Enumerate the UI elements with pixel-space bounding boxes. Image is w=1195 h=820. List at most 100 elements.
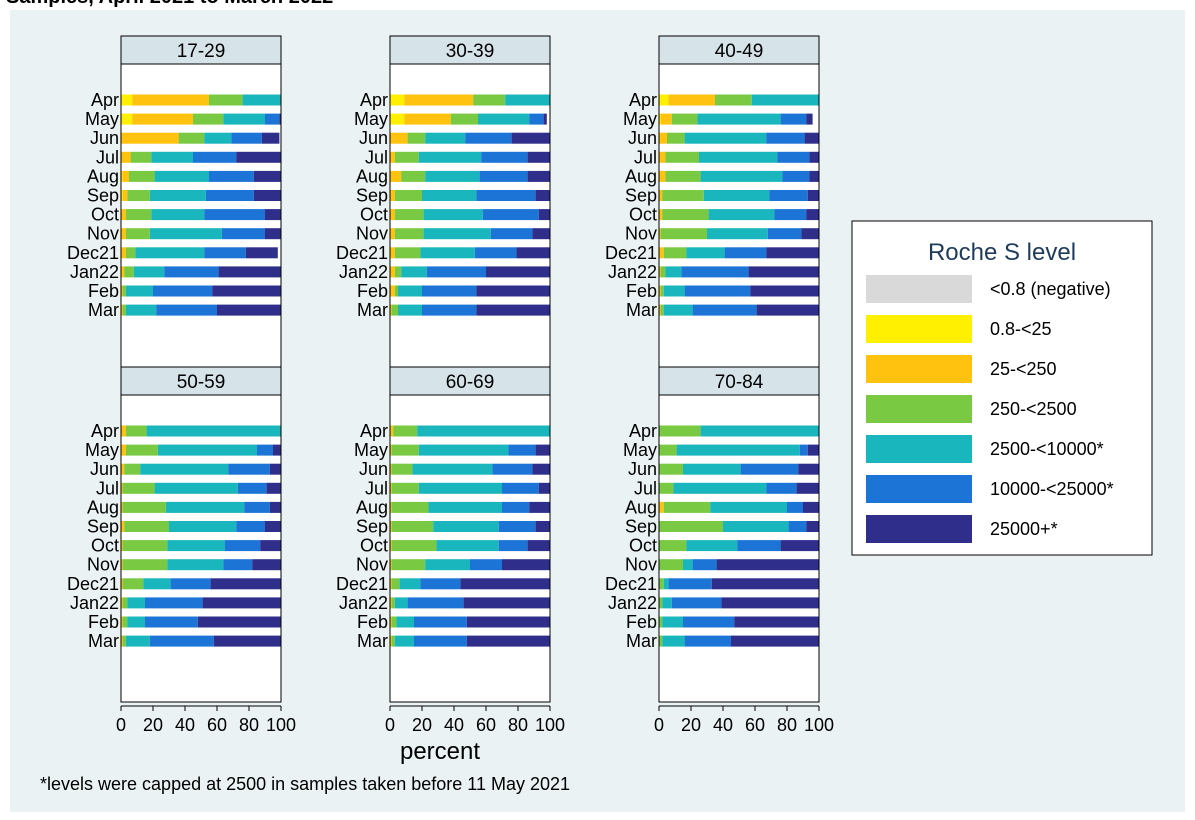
bar-segment	[422, 285, 477, 297]
legend-box	[851, 220, 1153, 556]
bar-segment	[502, 559, 550, 571]
bar-segment	[659, 635, 663, 647]
panel-plot-border	[658, 394, 820, 703]
category-label: Jan22	[70, 593, 119, 613]
bar-segment	[692, 559, 717, 571]
bar-segment	[121, 190, 123, 201]
bar-segment	[193, 113, 224, 125]
bar-segment	[390, 540, 392, 552]
category-label: May	[623, 109, 657, 129]
bar-segment	[121, 425, 126, 437]
bar-segment	[659, 247, 664, 259]
bar-segment	[660, 113, 672, 125]
bar-segment	[122, 597, 128, 609]
bar-segment	[407, 132, 426, 144]
bar-segment	[516, 247, 550, 259]
category-label: May	[354, 109, 388, 129]
category-label: Jul	[365, 147, 388, 167]
bar-segment	[121, 247, 126, 259]
bar-segment	[390, 132, 408, 144]
bar-segment	[423, 209, 483, 221]
x-tick-label: 40	[713, 715, 733, 735]
panel-header-bg	[658, 366, 820, 396]
bar-segment	[809, 151, 819, 163]
x-tick-label: 60	[207, 715, 227, 735]
panel-17-29: 17-29 AprMayJunJulAugSepOctNovDec21Jan22F…	[67, 35, 282, 371]
bar-segment	[391, 463, 413, 475]
x-tick-label: 100	[535, 715, 565, 735]
bar-segment	[129, 170, 155, 182]
x-tick-label: 40	[175, 715, 195, 735]
bar-segment	[245, 247, 278, 259]
panel-title: 70-84	[715, 372, 764, 393]
bar-segment	[260, 540, 281, 552]
bar-segment	[806, 113, 813, 125]
bar-segment	[659, 597, 663, 609]
bar-segment	[788, 521, 807, 532]
bar-segment	[766, 482, 797, 494]
bar-segment	[809, 170, 819, 182]
bar-segment	[390, 463, 392, 475]
bar-segment	[122, 482, 155, 494]
bar-segment	[470, 559, 502, 571]
bar-segment	[532, 463, 550, 475]
bar-segment	[498, 521, 536, 532]
category-label: Apr	[360, 90, 388, 110]
bar-segment	[273, 444, 281, 456]
bar-segment	[414, 616, 467, 628]
bar-segment	[478, 113, 530, 125]
bar-segment	[125, 304, 157, 316]
bar-segment	[404, 113, 451, 125]
category-label: Jul	[96, 478, 119, 498]
panel-header-bg	[120, 35, 282, 65]
bar-segment	[803, 501, 819, 513]
legend-label: <0.8 (negative)	[990, 279, 1111, 299]
bar-segment	[390, 578, 392, 590]
bar-segment	[193, 151, 237, 163]
category-label: Nov	[87, 555, 119, 575]
bar-segment	[724, 247, 767, 259]
bar-segment	[228, 463, 270, 475]
bar-segment	[676, 444, 800, 456]
bar-segment	[418, 444, 509, 456]
category-label: Jan22	[339, 262, 388, 282]
bar-segment	[482, 209, 539, 221]
bar-segment	[710, 501, 787, 513]
bar-segment	[766, 247, 819, 259]
bar-segment	[390, 247, 395, 259]
bar-segment	[502, 501, 530, 513]
bar-segment	[390, 304, 392, 316]
bar-segment	[143, 578, 171, 590]
category-label: Jun	[359, 459, 388, 479]
bar-segment	[476, 190, 536, 201]
bar-segment	[465, 132, 512, 144]
bar-segment	[265, 228, 281, 240]
bar-segment	[390, 521, 392, 532]
category-label: Nov	[625, 555, 657, 575]
bar-segment	[671, 113, 698, 125]
category-label: Aug	[356, 497, 388, 517]
category-label: Apr	[360, 421, 388, 441]
bar-segment	[407, 597, 464, 609]
legend: Roche S level <0.8 (negative) 0.8-<25 25-<2…	[851, 220, 1153, 556]
category-label: Jun	[628, 459, 657, 479]
legend-label: 2500-<10000*	[990, 439, 1104, 459]
bar-segment	[390, 94, 405, 106]
bar-segment	[396, 616, 414, 628]
category-label: Mar	[88, 300, 119, 320]
category-label: Nov	[356, 555, 388, 575]
bar-segment	[202, 597, 281, 609]
bar-segment	[394, 285, 398, 297]
panel-header-bg	[389, 366, 551, 396]
bar-segment	[780, 540, 819, 552]
category-label: Dec21	[67, 243, 119, 263]
bar-segment	[122, 559, 168, 571]
category-label: Mar	[357, 300, 388, 320]
legend-label: 10000-<25000*	[990, 479, 1114, 499]
category-label: Jun	[90, 459, 119, 479]
category-label: Mar	[626, 631, 657, 651]
bar-segment	[121, 170, 123, 182]
x-tick-label: 40	[444, 715, 464, 735]
bar-segment	[707, 228, 768, 240]
bar-segment	[394, 190, 422, 201]
